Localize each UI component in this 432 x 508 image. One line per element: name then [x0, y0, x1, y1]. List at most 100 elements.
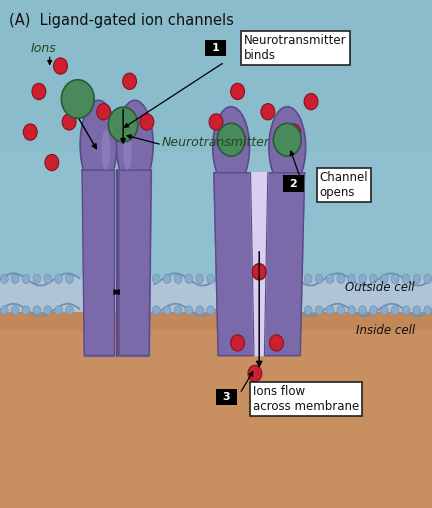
Circle shape — [359, 274, 366, 283]
Circle shape — [231, 83, 245, 100]
Circle shape — [261, 104, 275, 120]
Ellipse shape — [80, 101, 117, 189]
Circle shape — [0, 306, 8, 315]
Ellipse shape — [116, 101, 153, 189]
Circle shape — [163, 306, 171, 315]
Circle shape — [424, 274, 432, 283]
Circle shape — [413, 274, 421, 283]
Polygon shape — [264, 173, 305, 356]
Circle shape — [174, 306, 182, 315]
Polygon shape — [119, 170, 151, 356]
FancyBboxPatch shape — [283, 175, 304, 192]
Circle shape — [55, 306, 63, 315]
Circle shape — [206, 274, 214, 283]
Circle shape — [326, 306, 334, 315]
Circle shape — [337, 274, 345, 283]
Circle shape — [293, 274, 301, 283]
Circle shape — [252, 264, 266, 280]
Circle shape — [163, 274, 171, 283]
Circle shape — [218, 274, 226, 283]
Circle shape — [174, 274, 182, 283]
Ellipse shape — [102, 130, 110, 170]
Circle shape — [22, 306, 30, 315]
Circle shape — [380, 274, 388, 283]
Bar — [0, 277, 432, 312]
Circle shape — [304, 93, 318, 110]
Circle shape — [196, 306, 203, 315]
Circle shape — [44, 306, 52, 315]
Circle shape — [55, 274, 63, 283]
Circle shape — [61, 80, 94, 118]
Circle shape — [337, 306, 345, 315]
Circle shape — [185, 274, 193, 283]
Circle shape — [209, 114, 223, 130]
Circle shape — [273, 123, 301, 156]
Ellipse shape — [123, 130, 132, 170]
Circle shape — [305, 306, 312, 315]
Circle shape — [402, 274, 410, 283]
Circle shape — [54, 58, 67, 74]
Circle shape — [32, 83, 46, 100]
Circle shape — [287, 124, 301, 140]
Circle shape — [270, 335, 283, 351]
Circle shape — [315, 306, 323, 315]
Circle shape — [196, 274, 203, 283]
Circle shape — [140, 114, 154, 130]
Text: Neurotransmitter: Neurotransmitter — [162, 136, 270, 149]
Circle shape — [293, 306, 301, 315]
Circle shape — [66, 306, 73, 315]
Circle shape — [62, 114, 76, 130]
FancyBboxPatch shape — [216, 389, 237, 405]
Circle shape — [0, 274, 8, 283]
Circle shape — [97, 104, 111, 120]
Circle shape — [152, 306, 160, 315]
Text: Ions: Ions — [30, 42, 56, 55]
Ellipse shape — [213, 107, 249, 188]
Circle shape — [33, 306, 41, 315]
Circle shape — [75, 83, 89, 100]
Circle shape — [424, 306, 432, 315]
Circle shape — [185, 306, 193, 315]
Circle shape — [369, 306, 377, 315]
Circle shape — [391, 306, 399, 315]
Circle shape — [348, 306, 356, 315]
Text: Neurotransmitter
binds: Neurotransmitter binds — [244, 34, 347, 62]
Bar — [0, 0, 432, 279]
Text: 3: 3 — [222, 392, 230, 402]
Circle shape — [23, 124, 37, 140]
Text: Ions flow
across membrane: Ions flow across membrane — [253, 385, 359, 413]
Circle shape — [391, 274, 399, 283]
Bar — [0, 152, 432, 279]
Text: 1: 1 — [212, 43, 219, 53]
Bar — [0, 277, 432, 330]
Polygon shape — [214, 173, 254, 356]
Circle shape — [218, 306, 226, 315]
Ellipse shape — [269, 107, 306, 188]
Circle shape — [380, 306, 388, 315]
Bar — [0, 277, 432, 508]
Text: Channel
opens: Channel opens — [320, 171, 368, 200]
Circle shape — [22, 274, 30, 283]
Circle shape — [45, 154, 59, 171]
Text: 2: 2 — [289, 179, 297, 189]
Circle shape — [217, 123, 245, 156]
Circle shape — [369, 274, 377, 283]
Circle shape — [11, 274, 19, 283]
Circle shape — [413, 306, 421, 315]
Circle shape — [402, 306, 410, 315]
Circle shape — [248, 365, 262, 382]
Circle shape — [305, 274, 312, 283]
Polygon shape — [251, 173, 268, 356]
Circle shape — [11, 306, 19, 315]
Circle shape — [123, 73, 137, 89]
Text: Outside cell: Outside cell — [345, 280, 415, 294]
Circle shape — [315, 274, 323, 283]
Text: Inside cell: Inside cell — [356, 324, 415, 337]
FancyBboxPatch shape — [205, 40, 226, 56]
Circle shape — [152, 274, 160, 283]
Circle shape — [206, 306, 214, 315]
Circle shape — [326, 274, 334, 283]
Circle shape — [44, 274, 52, 283]
Circle shape — [33, 274, 41, 283]
Circle shape — [108, 107, 138, 142]
